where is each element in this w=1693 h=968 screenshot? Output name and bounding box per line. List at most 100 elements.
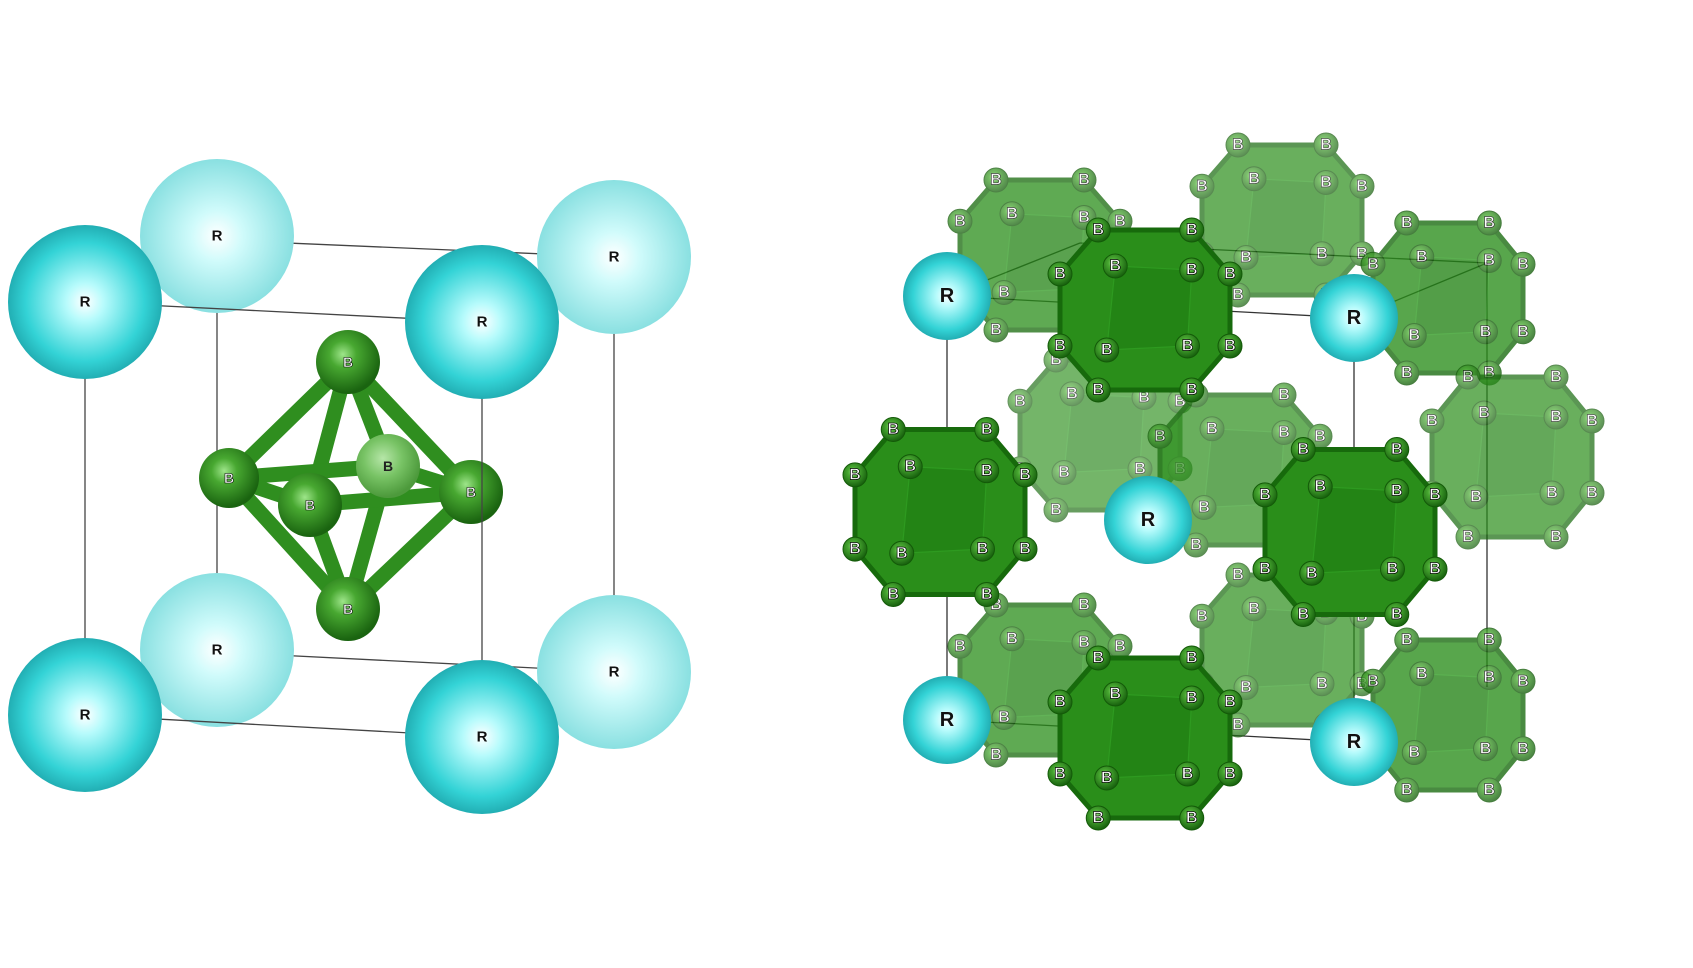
b-atom: B bbox=[1217, 761, 1243, 787]
atom-label: B bbox=[1232, 567, 1244, 584]
atom-label: B bbox=[1114, 213, 1126, 230]
atom-label: B bbox=[1517, 673, 1529, 690]
atom-label: B bbox=[1240, 249, 1252, 266]
b-atom: B bbox=[880, 582, 906, 607]
b-atom: B bbox=[983, 317, 1009, 343]
b-atom: B bbox=[1012, 462, 1038, 488]
b-atom: B bbox=[1360, 251, 1386, 277]
b-atom: B bbox=[1394, 627, 1420, 653]
atom-label: B bbox=[1186, 690, 1198, 707]
b-atom: B bbox=[1107, 208, 1133, 234]
b-atom: B bbox=[1085, 377, 1111, 403]
atom-label: B bbox=[998, 284, 1010, 301]
b-atom: B bbox=[1543, 524, 1569, 550]
b-atom: B bbox=[889, 540, 915, 566]
atom-label: B bbox=[1320, 174, 1332, 191]
atom-label: B bbox=[1058, 464, 1070, 481]
b-atom: B bbox=[897, 454, 923, 480]
atom-label: B bbox=[981, 586, 993, 603]
b-atom: B bbox=[1047, 261, 1073, 287]
atom-label: B bbox=[1196, 608, 1208, 625]
atom-label: B bbox=[1154, 428, 1166, 445]
atom-label: B bbox=[1316, 245, 1328, 262]
b-atom: B bbox=[1217, 261, 1243, 287]
b-atom: B bbox=[983, 742, 1009, 768]
atom-label: B bbox=[981, 421, 993, 438]
r-atom: R bbox=[537, 180, 691, 334]
b-atom: B bbox=[880, 417, 906, 442]
b-atom: B bbox=[1422, 556, 1448, 582]
b-atom: B bbox=[1471, 400, 1497, 426]
b-atom: B bbox=[1047, 689, 1073, 715]
r-atoms: R R R R R bbox=[903, 252, 1398, 786]
atom-label: B bbox=[887, 586, 899, 603]
atom-label: B bbox=[1050, 502, 1062, 519]
b-atom: B bbox=[1510, 668, 1536, 694]
b-atom: B bbox=[1409, 661, 1435, 687]
atom-label: B bbox=[1480, 323, 1492, 340]
atom-label: B bbox=[1478, 405, 1490, 422]
b-atom: B bbox=[1579, 480, 1605, 506]
b-atom: B bbox=[1225, 132, 1251, 158]
atom-label: B bbox=[981, 462, 993, 479]
b-atom: B bbox=[1217, 689, 1243, 715]
atom-label: B bbox=[1470, 489, 1482, 506]
atom-label: B bbox=[224, 470, 234, 486]
b-atom: B bbox=[947, 633, 973, 659]
b-atom: B bbox=[1543, 404, 1569, 430]
b-atom: B bbox=[1476, 665, 1502, 690]
atom-label: R bbox=[1347, 731, 1362, 753]
b-atom: B bbox=[1179, 377, 1205, 403]
b-atom: B bbox=[1189, 173, 1215, 199]
b-atom: B bbox=[1349, 173, 1375, 199]
atom-label: B bbox=[849, 466, 861, 483]
atom-label: B bbox=[1182, 338, 1194, 355]
atom-label: R bbox=[940, 709, 955, 731]
b-atom: B bbox=[1241, 596, 1267, 622]
atom-label: B bbox=[1367, 673, 1379, 690]
atom-label: B bbox=[849, 541, 861, 558]
atom-label: B bbox=[1387, 561, 1399, 578]
atom-label: B bbox=[1109, 258, 1121, 275]
b-atom: B bbox=[1179, 257, 1205, 283]
atom-label: B bbox=[1190, 537, 1202, 554]
b-atom: B bbox=[1307, 423, 1333, 449]
b-atom: B bbox=[1127, 456, 1153, 482]
atom-label: B bbox=[1248, 600, 1260, 617]
atom-label: B bbox=[1019, 541, 1031, 558]
b-atom: B bbox=[1085, 217, 1111, 243]
atom-label: B bbox=[1092, 810, 1104, 827]
b-atom: B bbox=[1147, 423, 1173, 449]
atom-label: B bbox=[305, 497, 315, 513]
b-atom: B bbox=[1071, 630, 1097, 655]
b-atom: B bbox=[1094, 337, 1120, 363]
atom-label: R bbox=[212, 642, 223, 659]
r-atom: R bbox=[405, 660, 559, 814]
b-atom: B bbox=[1384, 602, 1410, 627]
atom-label: B bbox=[1240, 679, 1252, 696]
atom-label: B bbox=[1550, 529, 1562, 546]
b-atom: B bbox=[1102, 253, 1128, 279]
b-atom: B bbox=[1510, 736, 1536, 762]
atom-label: B bbox=[1006, 205, 1018, 222]
atom-label: B bbox=[954, 638, 966, 655]
b-atom: B bbox=[1409, 244, 1435, 270]
atom-label: B bbox=[1182, 766, 1194, 783]
atom-label: B bbox=[1314, 428, 1326, 445]
b-atom: B bbox=[1543, 364, 1569, 390]
atom-label: B bbox=[1391, 606, 1403, 623]
atom-label: R bbox=[80, 294, 91, 311]
atom-label: B bbox=[1186, 382, 1198, 399]
b-atom: B bbox=[1043, 497, 1069, 523]
atom-label: B bbox=[1550, 409, 1562, 426]
atom-label: B bbox=[1278, 424, 1290, 441]
b-atom: B bbox=[947, 208, 973, 234]
atom-label: B bbox=[1078, 597, 1090, 614]
atom-label: B bbox=[1401, 215, 1413, 232]
atom-label: B bbox=[1314, 478, 1326, 495]
b-atom: B bbox=[1307, 474, 1333, 500]
atom-label: B bbox=[1248, 170, 1260, 187]
atom-label: B bbox=[1134, 460, 1146, 477]
